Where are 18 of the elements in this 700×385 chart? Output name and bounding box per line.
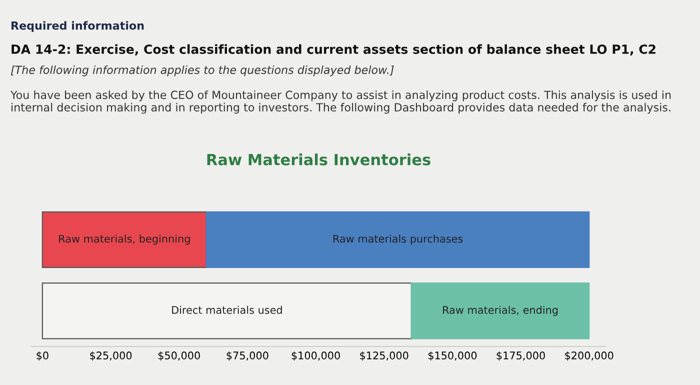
x-tick-label: $0: [36, 351, 48, 361]
text: Required information: [12, 21, 144, 32]
x-tick-label: $50,000: [158, 351, 200, 361]
x-tick-label: $125,000: [360, 351, 408, 361]
text: DA 14-2: Exercise, Cost classification and current assets section of balance sheet LO P1, C2: [12, 44, 656, 56]
x-tick-label: $75,000: [226, 351, 268, 361]
series-label: Raw materials purchases: [333, 234, 463, 245]
series-label: Raw materials, beginning: [59, 234, 190, 245]
text: [The following information applies to the questions displayed below.]: [10, 65, 394, 76]
x-tick-label: $150,000: [428, 351, 477, 361]
x-tick-label: $25,000: [90, 351, 132, 361]
series-label: Direct materials used: [172, 306, 282, 314]
x-tick-label: $175,000: [496, 351, 545, 361]
x-tick-label: $100,000: [292, 351, 340, 361]
chart-title: Raw Materials Inventories: [207, 154, 430, 166]
series-label: Raw materials, ending: [443, 306, 558, 316]
text: You have been asked by the CEO of Mountaineer Company to assist in analyzing product costs. This analysis is used in internal decision making and in reporting to investors. The following Dashboard provides data needed for the analysis.: [10, 90, 671, 114]
x-tick-label: $200,000: [565, 351, 614, 361]
